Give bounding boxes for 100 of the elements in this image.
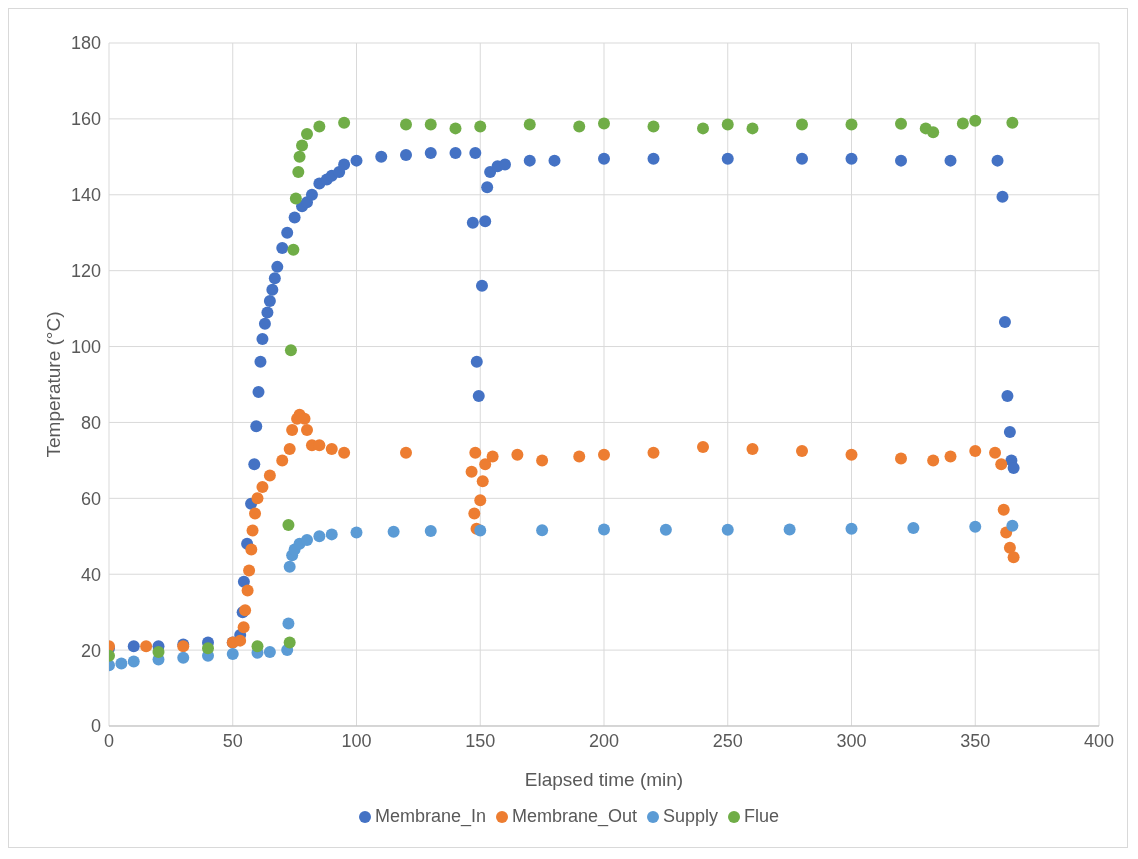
point [127,655,140,668]
y-tick-label: 160 [70,109,101,130]
point [283,443,296,456]
point [241,584,254,597]
point [647,446,660,459]
point [895,117,907,130]
x-tick-label: 300 [836,730,867,751]
point [152,646,165,659]
point [249,507,262,520]
point [474,120,487,133]
point [845,118,858,131]
point [721,118,734,131]
point [944,450,957,463]
point [301,128,313,141]
point [845,448,858,461]
point [523,118,536,131]
point [995,458,1008,471]
point [325,528,338,541]
point [927,454,940,467]
point [287,243,300,256]
point [301,534,313,547]
point [282,518,295,531]
point [845,522,858,535]
point [338,446,351,459]
point [449,122,462,135]
y-tick-label: 0 [90,716,101,737]
point [202,642,214,655]
point [350,526,363,539]
point [1003,541,1016,554]
point [234,634,247,647]
y-tick-label: 40 [80,564,101,585]
point [969,520,982,533]
point [659,523,672,536]
point [400,446,412,459]
point [598,523,610,536]
point [511,448,524,461]
point [283,636,296,649]
point [313,120,326,133]
point [468,507,481,520]
point [997,503,1010,516]
x-tick-label: 250 [712,730,743,751]
legend-label: Membrane_In [374,806,486,826]
point [476,475,489,488]
point [177,651,190,664]
point [387,525,400,538]
point [338,116,351,129]
point [721,523,734,536]
point [783,523,796,536]
legend-label: Membrane_Out [511,806,638,826]
point [697,441,709,454]
point [251,492,264,505]
point [226,647,239,660]
point [474,524,487,537]
point [1006,116,1019,129]
point [474,494,487,507]
point [927,126,940,139]
point [296,139,309,152]
x-axis-title: Elapsed time (min) [524,769,684,790]
point [424,118,437,131]
point [486,450,499,463]
y-tick-label: 140 [70,185,101,206]
point [746,443,759,456]
x-tick-label: 150 [465,730,496,751]
point [796,118,808,131]
point [573,120,586,133]
point [292,166,305,179]
point [989,446,1002,459]
x-tick-label: 350 [960,730,991,751]
point [465,465,478,478]
point [263,469,276,482]
point [276,454,289,467]
point [400,118,412,131]
point [598,448,610,461]
point [289,192,302,205]
x-tick-label: 400 [1083,730,1115,751]
point [746,122,759,135]
y-tick-label: 80 [80,412,101,433]
y-tick-label: 20 [80,640,101,661]
point [796,444,808,457]
point [907,521,920,534]
point [282,617,295,630]
point [536,454,549,467]
point [647,120,660,133]
point [293,150,306,163]
point [479,458,492,471]
x-tick-label: 200 [588,730,620,751]
point [325,443,338,456]
x-tick-label: 0 [103,730,115,751]
point [286,424,299,437]
point [263,646,276,659]
point [115,657,128,670]
point [969,444,982,457]
legend-label: Supply [663,806,719,826]
point [895,452,907,465]
point [1006,519,1019,532]
point [956,117,969,130]
point [469,446,482,459]
point [140,640,153,653]
point [424,524,437,537]
point [243,564,256,577]
